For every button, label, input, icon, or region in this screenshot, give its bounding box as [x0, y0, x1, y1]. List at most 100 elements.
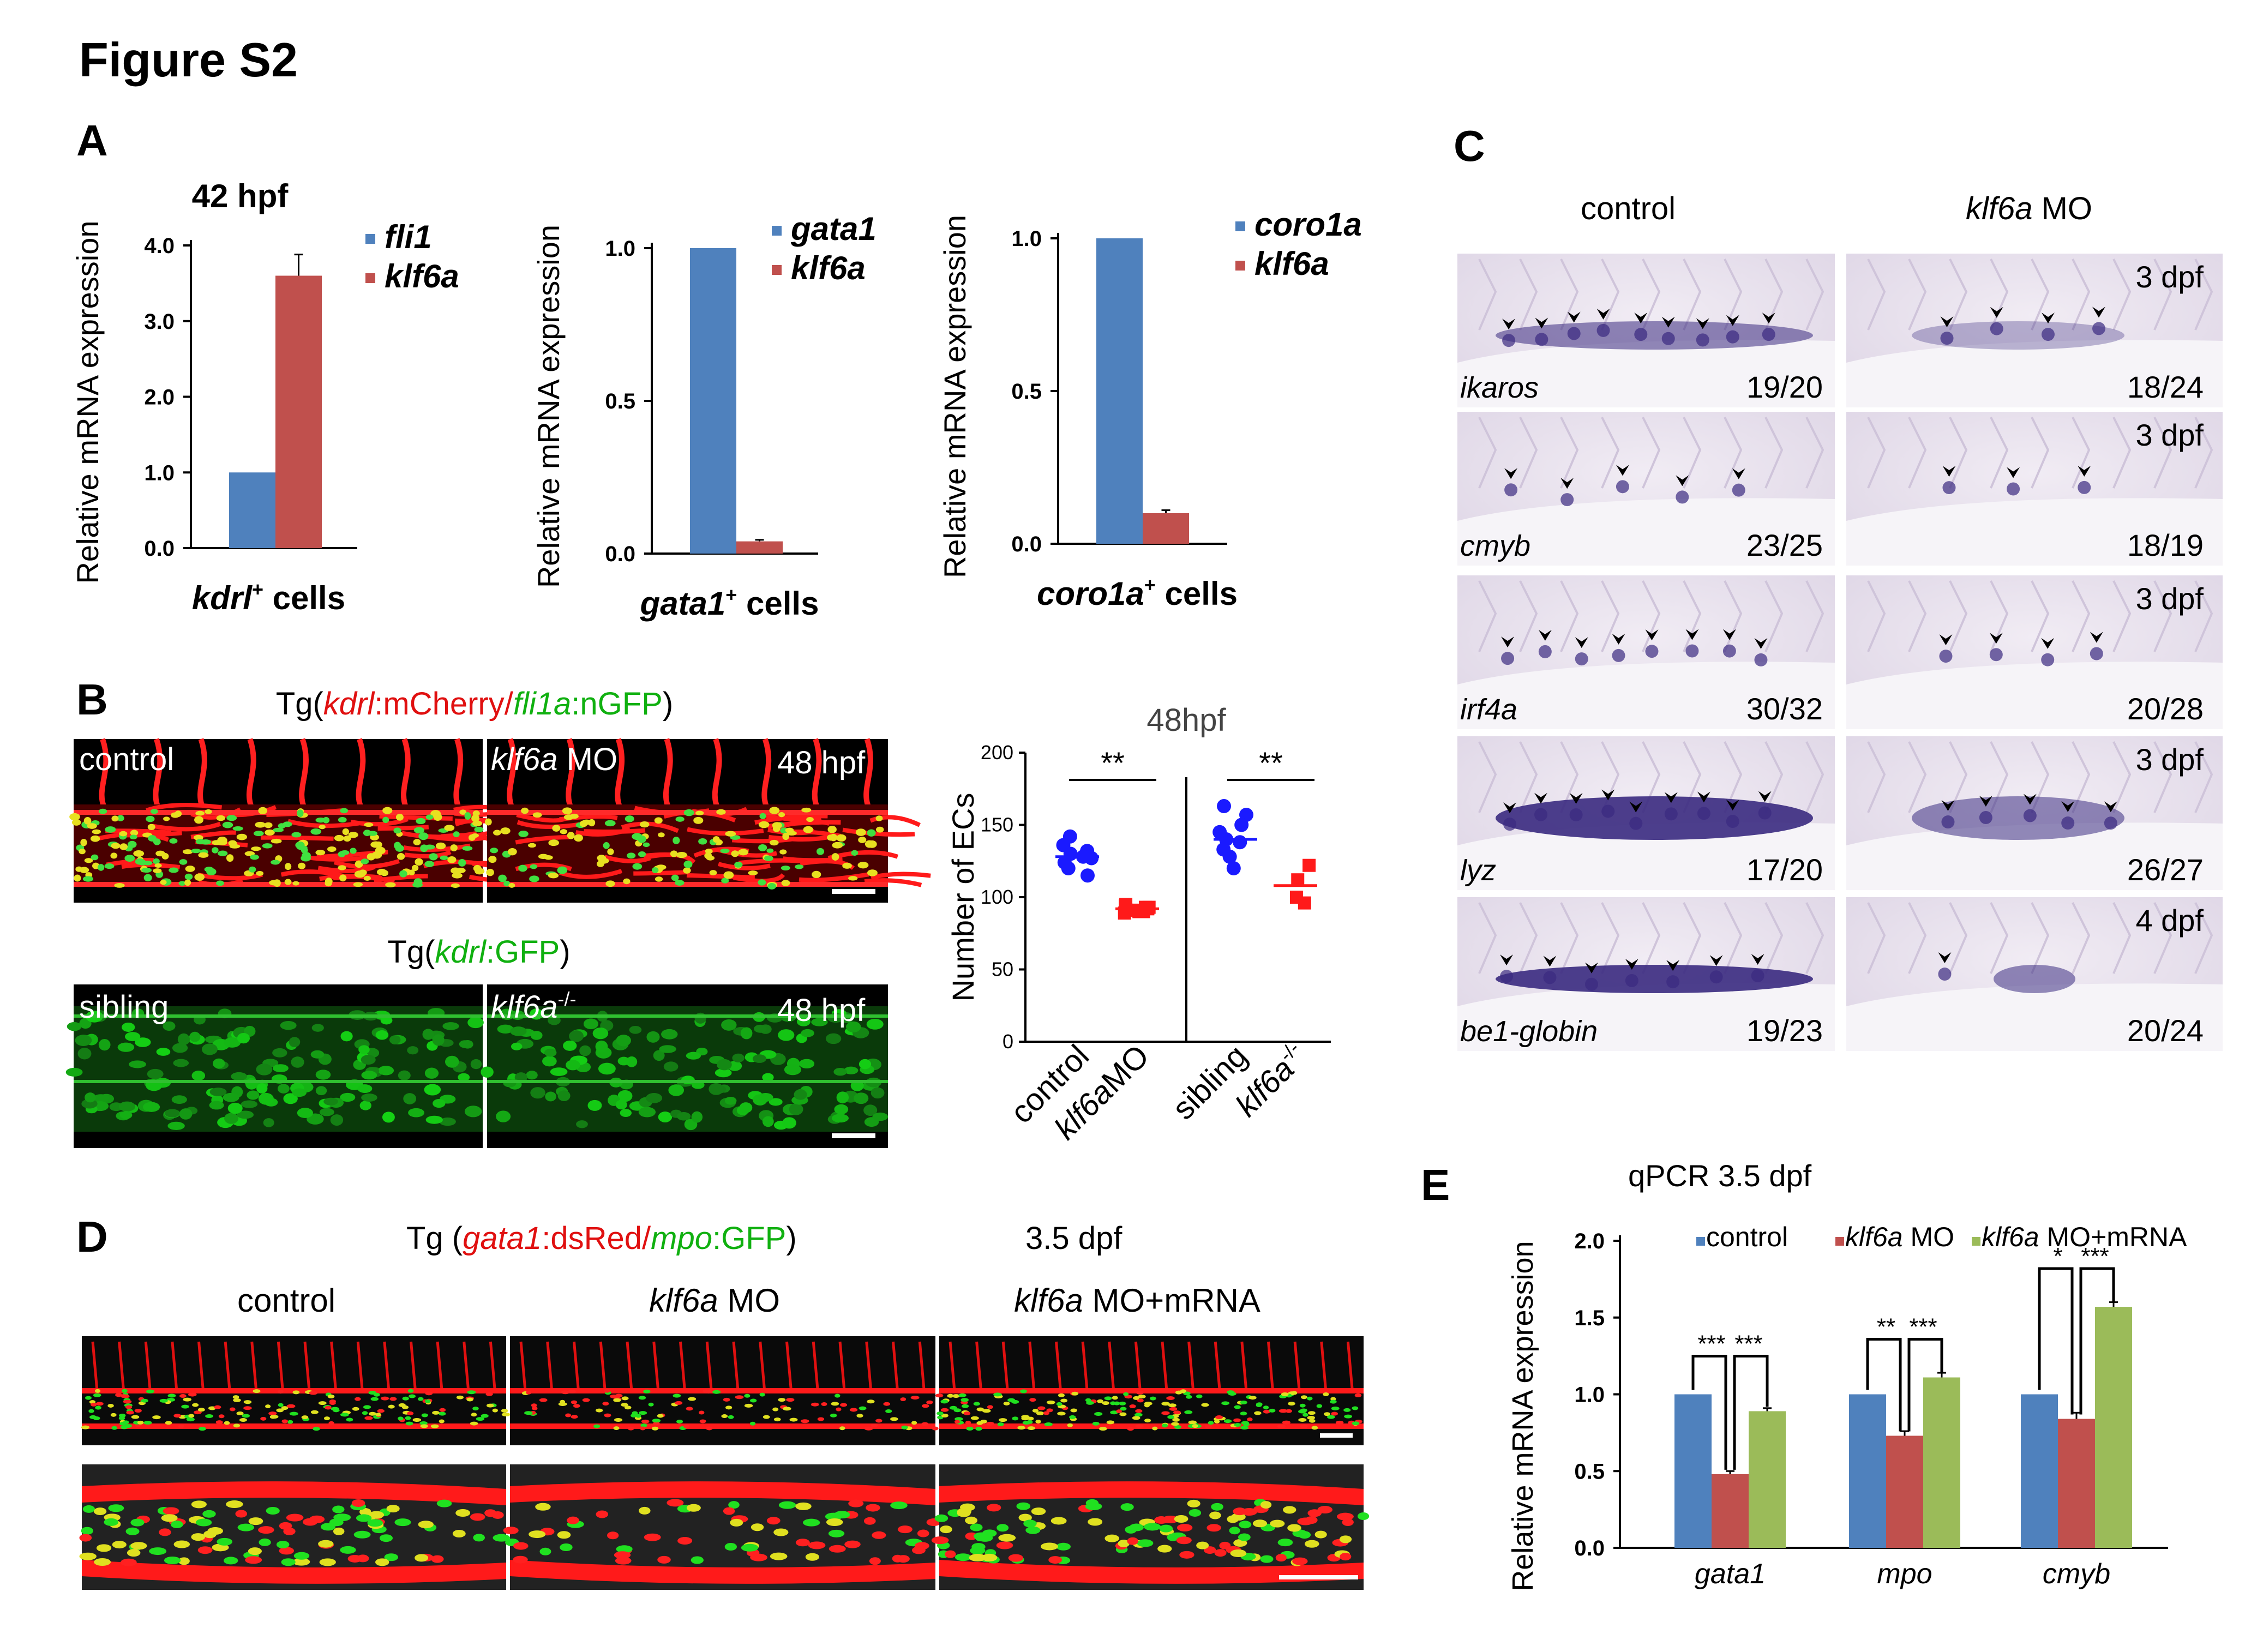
legend-label-coro1a: coro1a — [1254, 206, 1362, 243]
endothelial-nucleus — [301, 855, 311, 862]
arrowhead-icon — [2023, 794, 2037, 805]
gfp-cell — [659, 1045, 676, 1053]
bar — [1886, 1435, 1923, 1548]
blood-cell — [93, 1416, 100, 1420]
blood-cell — [571, 1400, 578, 1404]
ish-spot — [2092, 322, 2105, 335]
ish-spot — [1601, 804, 1615, 818]
blood-cell — [596, 1408, 603, 1413]
endothelial-nucleus — [90, 835, 100, 842]
x-label-gene: kdrl — [192, 580, 253, 616]
panel-b-top-title: Tg(kdrl:mCherry/fli1a:nGFP) — [276, 686, 673, 722]
endothelial-nucleus — [133, 850, 145, 857]
blood-cell — [1234, 1423, 1241, 1427]
blood-cell — [741, 1543, 759, 1552]
ish-spot — [1989, 648, 2003, 662]
gfp-cell — [117, 1042, 135, 1052]
blood-cell — [1269, 1408, 1276, 1413]
blood-cell — [412, 1417, 422, 1422]
blood-cell — [1021, 1416, 1030, 1421]
endothelial-nucleus — [256, 870, 264, 876]
blood-cell — [1088, 1518, 1103, 1526]
endothelial-nucleus — [632, 833, 643, 840]
endothelial-nucleus — [327, 846, 337, 852]
gfp-cell — [179, 1108, 193, 1120]
ish-spot — [2007, 482, 2020, 496]
blood-cell — [1352, 1406, 1359, 1410]
somite-boundary — [2194, 902, 2213, 974]
blood-cell — [954, 1420, 960, 1424]
gfp-cell — [592, 1027, 609, 1040]
endothelial-nucleus — [781, 880, 790, 886]
endothelial-nucleus — [676, 852, 687, 858]
endothelial-nucleus — [656, 864, 667, 870]
blood-cell — [723, 1397, 730, 1402]
arrowhead-icon — [2041, 313, 2055, 324]
blood-cell — [289, 1411, 298, 1416]
y-tick-label: 0.0 — [1574, 1536, 1605, 1560]
panel-letter-c: C — [1454, 122, 1485, 170]
endothelial-nucleus — [148, 835, 157, 842]
blood-cell — [1099, 1427, 1107, 1431]
blood-cell — [640, 1423, 647, 1428]
endothelial-nucleus — [364, 822, 374, 827]
ish-spot — [1560, 493, 1574, 507]
vessel-segment — [106, 857, 154, 867]
gfp-cell — [256, 1064, 273, 1076]
endothelial-nucleus — [857, 862, 869, 869]
intersegmental-vessel — [99, 738, 109, 812]
gfp-cell — [769, 1098, 783, 1106]
b-top-time-label: 48 hpf — [777, 745, 866, 780]
endothelial-nucleus — [212, 847, 219, 854]
somite-boundary — [2072, 902, 2091, 974]
intersegmental-vessel — [356, 738, 366, 812]
arrowhead-icon — [1751, 953, 1764, 965]
somite-boundary — [1764, 741, 1784, 813]
arrowhead-icon — [1754, 638, 1768, 649]
blood-cell — [1171, 1422, 1179, 1426]
blood-cell — [705, 1390, 713, 1394]
endothelial-nucleus — [284, 879, 292, 885]
somite-boundary — [1764, 902, 1784, 974]
gfp-cell — [340, 1031, 353, 1042]
significance-mark: *** — [1697, 1331, 1725, 1357]
blood-cell — [125, 1527, 140, 1535]
legend-swatch-klf6a — [365, 273, 375, 283]
ish-spot — [1938, 968, 1952, 981]
blood-cell — [237, 1523, 255, 1531]
arrowhead-icon — [1601, 789, 1615, 801]
endothelial-nucleus — [119, 843, 128, 850]
x-axis-label: coro1a+ cells — [1037, 574, 1238, 612]
significance-bracket — [2038, 1267, 2074, 1415]
blood-cell — [965, 1516, 978, 1524]
gfp-cell — [595, 1040, 608, 1053]
blood-cell — [1206, 1524, 1221, 1532]
blood-cell — [828, 1529, 845, 1537]
blood-cell — [1188, 1509, 1202, 1517]
blood-cell — [439, 1411, 446, 1416]
blood-cell — [721, 1414, 728, 1419]
blood-cell — [1120, 1503, 1134, 1511]
blood-cell — [795, 1502, 812, 1510]
blood-cell — [164, 1557, 181, 1565]
blood-cell — [1223, 1419, 1232, 1423]
intersegmental-vessel — [303, 1341, 311, 1391]
endothelial-nucleus — [623, 878, 631, 885]
blood-cell — [409, 1394, 416, 1398]
data-point — [1302, 858, 1316, 872]
vessel-segment — [559, 869, 623, 879]
endothelial-nucleus — [216, 880, 224, 886]
panel-d-title: Tg (gata1:dsRed/mpo:GFP) — [406, 1221, 797, 1256]
somite-boundary — [1724, 902, 1743, 974]
dorsal-aorta — [74, 810, 483, 815]
endothelial-nucleus — [709, 870, 717, 876]
blood-cell — [1215, 1415, 1223, 1420]
blood-cell — [1238, 1533, 1251, 1541]
endothelial-nucleus — [175, 810, 182, 817]
intersegmental-vessel — [1055, 1341, 1062, 1391]
blood-cell — [370, 1397, 379, 1401]
blood-cell — [501, 1409, 508, 1413]
blood-cell — [192, 1403, 199, 1407]
gfp-cell — [201, 1043, 218, 1055]
